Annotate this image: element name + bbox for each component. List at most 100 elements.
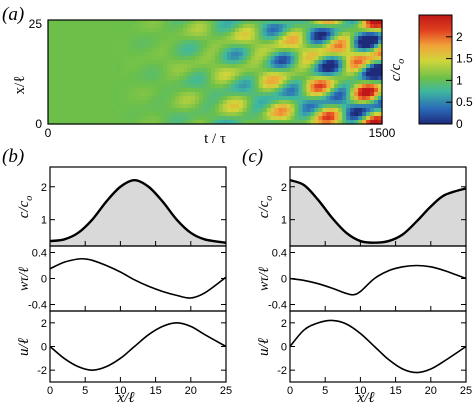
- heatmap-cell: [230, 64, 236, 69]
- heatmap-cell: [350, 20, 355, 25]
- heatmap-cell: [207, 116, 212, 121]
- heatmap-cell: [67, 72, 73, 77]
- heatmap-cell: [222, 48, 228, 53]
- heatmap-cell: [322, 24, 327, 29]
- heatmap-cell: [187, 32, 192, 37]
- heatmap-cell: [230, 52, 236, 57]
- heatmap-cell: [123, 76, 129, 81]
- x-tick-label: 15: [149, 385, 161, 397]
- heatmap-cell: [374, 32, 379, 37]
- heatmap-cell: [115, 88, 121, 93]
- heatmap-cell: [103, 100, 109, 105]
- heatmap-cell: [211, 64, 216, 69]
- heatmap-cell: [199, 20, 204, 25]
- heatmap-cell: [107, 32, 113, 37]
- heatmap-cell: [270, 100, 276, 105]
- heatmap-cell: [83, 104, 89, 109]
- heatmap-cell: [354, 120, 359, 125]
- heatmap-cell: [358, 40, 363, 45]
- heatmap-cell: [238, 72, 244, 77]
- heatmap-cell: [203, 52, 208, 57]
- heatmap-cell: [286, 108, 292, 113]
- heatmap-cell: [107, 112, 113, 117]
- heatmap-cell: [131, 116, 137, 121]
- heatmap-cell: [163, 104, 168, 109]
- heatmap-cell: [342, 40, 347, 45]
- heatmap-cell: [330, 32, 335, 37]
- heatmap-cell: [163, 52, 168, 57]
- heatmap-cell: [48, 24, 53, 29]
- heatmap-cell: [183, 52, 188, 57]
- heatmap-cell: [103, 40, 109, 45]
- heatmap-cell: [167, 100, 172, 105]
- heatmap-cell: [63, 96, 69, 101]
- heatmap-cell: [79, 56, 85, 61]
- heatmap-cell: [242, 56, 248, 61]
- heatmap-cell: [266, 84, 272, 89]
- heatmap-cell: [167, 20, 172, 25]
- heatmap-cell: [230, 72, 236, 77]
- heatmap-cell: [203, 104, 208, 109]
- heatmap-cell: [151, 72, 156, 77]
- heatmap-cell: [175, 76, 180, 81]
- heatmap-cell: [159, 28, 164, 33]
- y-tick-label: 0: [281, 274, 287, 286]
- heatmap-cell: [135, 40, 141, 45]
- heatmap-cell: [71, 36, 77, 41]
- heatmap-cell: [163, 100, 168, 105]
- heatmap-cell: [370, 72, 375, 77]
- heatmap-cell: [215, 52, 220, 57]
- heatmap-cell: [274, 76, 280, 81]
- heatmap-cell: [103, 120, 109, 125]
- heatmap-cell: [48, 64, 53, 69]
- heatmap-cell: [107, 92, 113, 97]
- heatmap-cell: [79, 24, 85, 29]
- heatmap-cell: [175, 60, 180, 65]
- heatmap-cell: [238, 112, 244, 117]
- heatmap-cell: [226, 84, 232, 89]
- heatmap-cell: [354, 36, 359, 41]
- heatmap-cell: [358, 104, 363, 109]
- heatmap-cell: [163, 76, 168, 81]
- heatmap-cell: [346, 20, 351, 25]
- heatmap-cell: [183, 36, 188, 41]
- heatmap-cell: [342, 28, 347, 33]
- heatmap-cell: [314, 20, 319, 25]
- heatmap-cell: [266, 92, 272, 97]
- heatmap-cell: [51, 92, 57, 97]
- heatmap-cell: [346, 92, 351, 97]
- heatmap-cell: [91, 84, 97, 89]
- heatmap-cell: [282, 32, 288, 37]
- heatmap-cell: [163, 72, 168, 77]
- heatmap-cell: [362, 80, 367, 85]
- heatmap-cell: [338, 116, 343, 121]
- heatmap-cell: [115, 36, 121, 41]
- heatmap-cell: [362, 72, 367, 77]
- heatmap-cell: [87, 20, 93, 25]
- heatmap-cell: [187, 96, 192, 101]
- heatmap-cell: [358, 52, 363, 57]
- heatmap-cell: [48, 104, 53, 109]
- heatmap-cell: [242, 48, 248, 53]
- heatmap-cell: [63, 88, 69, 93]
- heatmap-cell: [131, 88, 137, 93]
- heatmap-cell: [218, 52, 224, 57]
- heatmap-cell: [326, 40, 331, 45]
- heatmap-cell: [234, 24, 240, 29]
- heatmap-cell: [314, 84, 319, 89]
- heatmap-cell: [75, 64, 81, 69]
- heatmap-cell: [123, 112, 129, 117]
- heatmap-cell: [298, 100, 304, 105]
- heatmap-cell: [338, 80, 343, 85]
- heatmap-cell: [222, 116, 228, 121]
- heatmap-cell: [143, 24, 149, 29]
- heatmap-cell: [51, 24, 57, 29]
- heatmap-cell: [167, 80, 172, 85]
- heatmap-cell: [147, 44, 152, 49]
- heatmap-cell: [278, 108, 284, 113]
- heatmap-cell: [107, 72, 113, 77]
- heatmap-cell: [218, 92, 224, 97]
- heatmap-cell: [87, 44, 93, 49]
- heatmap-cell: [242, 84, 248, 89]
- heatmap-cell: [246, 44, 252, 49]
